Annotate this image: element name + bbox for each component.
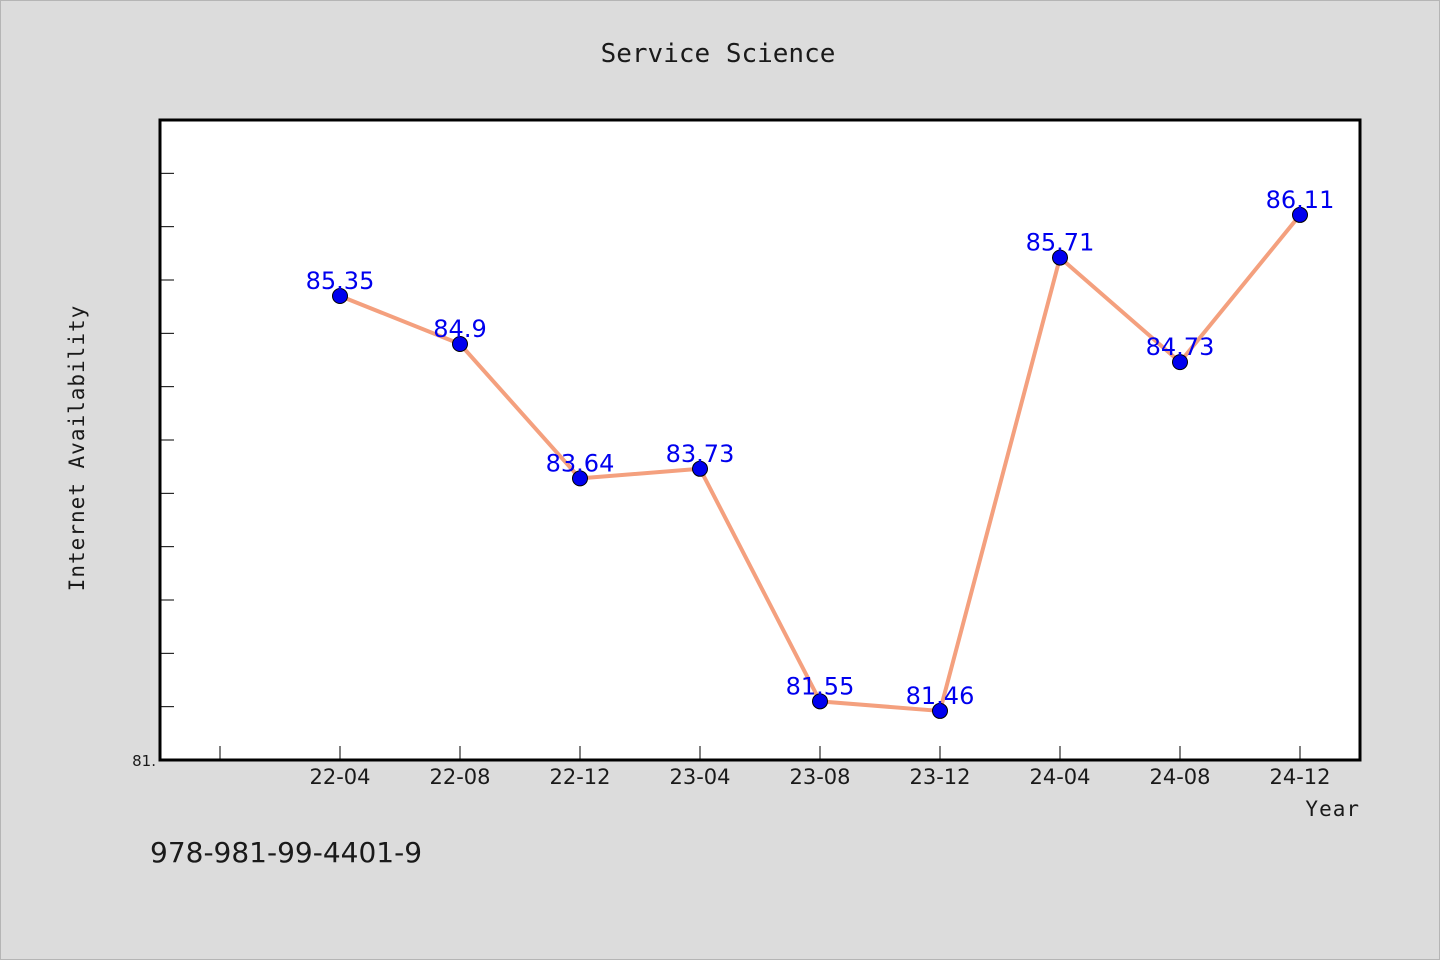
data-label: 81.46 bbox=[906, 682, 975, 710]
x-tick-label: 22-04 bbox=[309, 765, 370, 789]
data-point bbox=[332, 288, 348, 304]
x-tick-label: 23-04 bbox=[669, 765, 730, 789]
x-axis-tick-labels: 22-04 22-08 22-12 23-04 23-08 23-12 24-04 24-08… bbox=[309, 765, 1330, 789]
data-point bbox=[1292, 206, 1308, 223]
data-point bbox=[452, 336, 468, 352]
data-label: 85.35 bbox=[306, 267, 375, 295]
data-label: 84.73 bbox=[1146, 333, 1215, 361]
x-tick-label: 24-12 bbox=[1269, 765, 1330, 789]
isbn-footer: 978-981-99-4401-9 bbox=[150, 836, 422, 869]
y-tick-label: 81. bbox=[132, 752, 156, 770]
chart-title: Service Science bbox=[601, 39, 836, 69]
data-point bbox=[692, 460, 708, 477]
data-point bbox=[1172, 354, 1188, 371]
y-axis-title: Internet Availability bbox=[65, 305, 89, 592]
data-point bbox=[932, 702, 948, 719]
data-label: 83.64 bbox=[546, 449, 615, 477]
x-axis-ticks bbox=[219, 746, 1301, 760]
data-point bbox=[812, 693, 828, 710]
data-point bbox=[1052, 249, 1068, 266]
data-label: 81.55 bbox=[786, 672, 855, 700]
x-axis-title: Year bbox=[1305, 797, 1360, 821]
data-point bbox=[572, 470, 588, 487]
data-label: 86.11 bbox=[1266, 186, 1335, 214]
x-tick-label: 24-08 bbox=[1149, 765, 1210, 789]
x-tick-label: 22-08 bbox=[429, 765, 490, 789]
data-label: 83.73 bbox=[666, 440, 735, 468]
x-tick-label: 23-08 bbox=[789, 765, 850, 789]
x-tick-label: 22-12 bbox=[549, 765, 610, 789]
plot-area bbox=[158, 118, 1362, 762]
data-label: 85.71 bbox=[1026, 229, 1095, 257]
data-label: 84.9 bbox=[433, 315, 486, 343]
x-tick-label: 23-12 bbox=[909, 765, 970, 789]
y-axis-ticks bbox=[160, 119, 174, 761]
series-markers bbox=[332, 206, 1308, 719]
x-tick-label: 24-04 bbox=[1029, 765, 1090, 789]
data-labels: 85.35 84.9 83.64 83.73 81.55 81.46 85.71 84.73 8… bbox=[306, 186, 1335, 710]
